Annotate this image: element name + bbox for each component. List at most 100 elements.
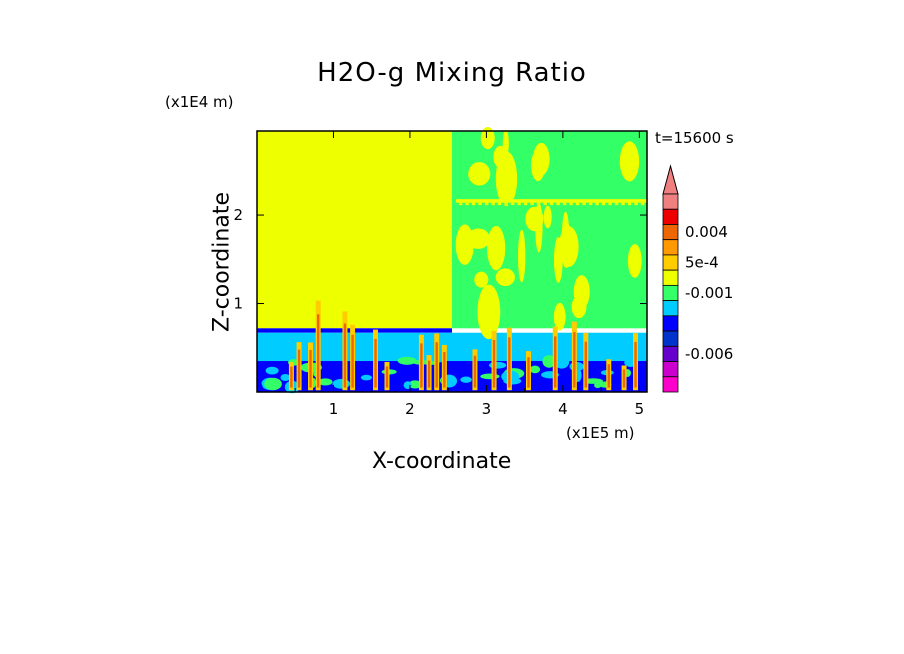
colorbar-arrow [662, 164, 679, 195]
texture-streak [495, 151, 518, 207]
plume-core [351, 334, 354, 388]
texture-dot [592, 202, 596, 206]
texture-dot [520, 202, 524, 206]
colorbar: 0.004 5e-4 -0.001 -0.006 [662, 164, 733, 393]
plume-core [420, 343, 423, 388]
plume-core [622, 369, 626, 388]
texture-dot [605, 202, 609, 206]
texture-streak [477, 284, 501, 340]
texture-dot [585, 202, 589, 206]
texture-streak [480, 126, 495, 150]
texture-dot [488, 202, 492, 206]
texture-blob [480, 373, 500, 380]
texture-blob [542, 355, 556, 368]
plume-core [316, 314, 320, 388]
region-lower-layer [257, 332, 647, 362]
plot-frame [256, 130, 648, 393]
colorbar-label: -0.006 [685, 345, 733, 363]
texture-dot [546, 202, 550, 206]
texture-dot [507, 202, 511, 206]
texture-dot [559, 202, 563, 206]
texture-blob [264, 377, 282, 391]
texture-streak [553, 302, 566, 331]
texture-streak [486, 225, 506, 271]
plume-core [443, 352, 446, 388]
texture-streak [502, 129, 509, 158]
x-tick-label: 4 [558, 400, 568, 418]
texture-dot [631, 202, 635, 206]
texture-streak [543, 205, 552, 229]
texture-dot [494, 202, 498, 206]
texture-streak [474, 271, 489, 288]
colorbar-level [662, 254, 679, 271]
plume-core [634, 341, 637, 388]
time-label: t=15600 s [655, 129, 734, 147]
colorbar-level [662, 361, 679, 378]
texture-dot [533, 202, 537, 206]
texture-streak [455, 224, 474, 265]
colorbar-level [662, 376, 679, 393]
colorbar-level [662, 315, 679, 332]
texture-dot [540, 202, 544, 206]
texture-dot [481, 202, 485, 206]
texture-blob [460, 376, 472, 383]
texture-blob [397, 356, 417, 365]
x-tick-label: 5 [635, 400, 645, 418]
texture-dot [501, 202, 505, 206]
texture-dot [468, 202, 472, 206]
texture-streak [561, 211, 570, 268]
texture-blob [554, 354, 570, 369]
z-axis-unit: (x1E4 m) [165, 93, 234, 111]
texture-dot [566, 202, 570, 206]
texture-blob [280, 374, 291, 381]
colorbar-level [662, 224, 679, 241]
plume-core [492, 340, 496, 388]
texture-dot [598, 202, 602, 206]
texture-dot [579, 202, 583, 206]
colorbar-label: 5e-4 [685, 254, 719, 272]
colorbar-level [662, 208, 679, 225]
axis-ticks: 1 2 3 4 5 1 2 [233, 131, 647, 418]
texture-streak [468, 162, 491, 186]
texture-dot [475, 202, 479, 206]
plume-core [343, 323, 347, 388]
colorbar-level [662, 284, 679, 302]
texture-blob [488, 361, 507, 369]
plume-core [607, 364, 610, 388]
plume-core [309, 349, 312, 388]
plume-core [385, 366, 389, 388]
colorbar-level [662, 193, 679, 210]
texture-blob [360, 374, 372, 381]
texture-dot [462, 202, 466, 206]
texture-dot [514, 202, 518, 206]
texture-streak [619, 141, 640, 182]
z-tick-label: 1 [233, 295, 243, 313]
texture-dot [624, 202, 628, 206]
plume-core [374, 338, 377, 388]
texture-blob [529, 365, 541, 374]
plume-core [435, 342, 438, 388]
colorbar-level [662, 330, 679, 347]
x-axis-unit: (x1E5 m) [566, 424, 635, 442]
texture-dot [644, 202, 648, 206]
colorbar-level [662, 345, 679, 362]
plume-core [508, 337, 511, 388]
plume-core [573, 332, 576, 388]
texture-streak [495, 268, 515, 287]
texture-streak [627, 243, 642, 278]
texture-dot [527, 202, 531, 206]
colorbar-level [662, 269, 679, 286]
texture-blob [318, 378, 333, 386]
texture-dot [611, 202, 615, 206]
plume-core [527, 357, 530, 388]
x-tick-label: 2 [405, 400, 415, 418]
plume-core [473, 355, 477, 388]
region-upper-left [257, 131, 452, 329]
texture-blob [332, 378, 351, 389]
colorbar-label: -0.001 [685, 284, 733, 302]
texture-dot [618, 202, 622, 206]
texture-dot [572, 202, 576, 206]
plume-core [554, 336, 557, 388]
texture-dot [455, 202, 459, 206]
